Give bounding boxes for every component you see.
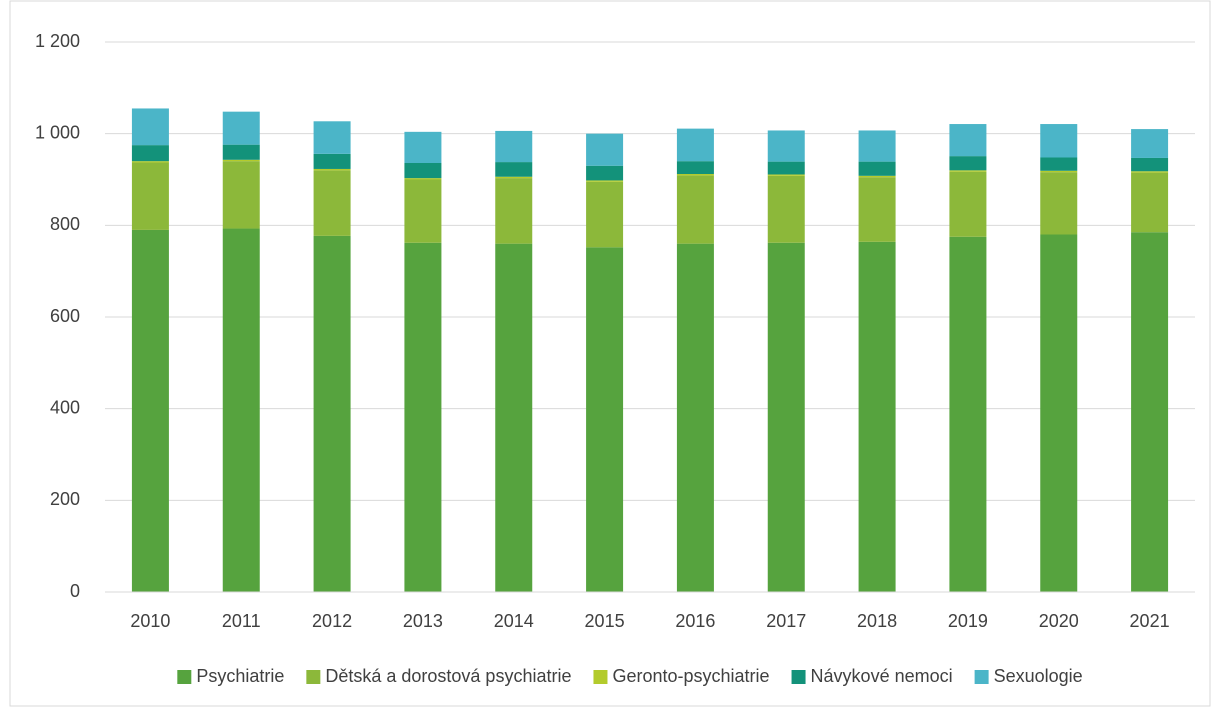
bar-segment	[949, 124, 987, 157]
bar-segment	[1131, 232, 1169, 593]
x-tick-label: 2020	[1039, 611, 1079, 631]
bar-segment	[495, 130, 533, 163]
bar-segment	[404, 178, 442, 180]
y-tick-label: 0	[70, 581, 80, 601]
bar-segment	[495, 162, 533, 177]
legend-swatch	[593, 670, 608, 684]
x-tick-label: 2010	[130, 611, 170, 631]
y-tick-label: 200	[50, 489, 80, 509]
bar-segment	[222, 144, 260, 160]
bar-segment	[1040, 157, 1078, 171]
bar-segment	[131, 161, 169, 163]
bar-segment	[949, 156, 987, 171]
bar-segment	[404, 242, 442, 592]
bar-segment	[1040, 170, 1078, 173]
x-tick-label: 2013	[403, 611, 443, 631]
legend-swatch	[177, 670, 192, 684]
legend-label: Geronto-psychiatrie	[612, 666, 769, 686]
x-tick-label: 2014	[494, 611, 534, 631]
bar-segment	[676, 175, 714, 244]
bar-segment	[131, 145, 169, 162]
x-tick-label: 2017	[766, 611, 806, 631]
bar-segment	[404, 131, 442, 163]
x-tick-label: 2021	[1130, 611, 1170, 631]
bar-segment	[676, 174, 714, 176]
bar-segment	[949, 170, 987, 172]
bar-segment	[131, 108, 169, 146]
y-tick-label: 1 200	[35, 31, 80, 51]
bar-segment	[767, 242, 805, 592]
bar-segment	[949, 171, 987, 237]
bar-segment	[495, 243, 533, 592]
legend-swatch	[974, 670, 989, 684]
bar-segment	[495, 176, 533, 179]
bar-segment	[1131, 171, 1169, 173]
bar-segment	[313, 153, 351, 169]
bar-segment	[858, 177, 896, 242]
bar-segment	[222, 228, 260, 592]
legend-label: Dětská a dorostová psychiatrie	[325, 666, 571, 686]
x-tick-label: 2011	[222, 611, 261, 631]
bar-segment	[131, 162, 169, 230]
bar-segment	[313, 170, 351, 236]
bar-segment	[676, 243, 714, 592]
x-tick-label: 2015	[585, 611, 625, 631]
bar-segment	[1131, 129, 1169, 158]
bar-segment	[767, 130, 805, 162]
bar-segment	[586, 181, 624, 248]
y-tick-label: 600	[50, 306, 80, 326]
bar-segment	[767, 161, 805, 175]
bar-segment	[858, 130, 896, 162]
bar-segment	[676, 128, 714, 162]
legend-label: Sexuologie	[994, 666, 1083, 686]
legend-swatch	[306, 670, 321, 684]
x-tick-label: 2019	[948, 611, 988, 631]
bar-segment	[313, 168, 351, 171]
y-tick-label: 400	[50, 397, 80, 417]
bar-segment	[404, 163, 442, 179]
bar-segment	[222, 111, 260, 145]
y-tick-label: 1 000	[35, 122, 80, 142]
bar-segment	[1040, 124, 1078, 158]
bar-segment	[586, 133, 624, 166]
bar-segment	[313, 121, 351, 154]
bar-segment	[767, 175, 805, 243]
x-tick-label: 2012	[312, 611, 352, 631]
x-tick-label: 2018	[857, 611, 897, 631]
bar-segment	[1131, 172, 1169, 233]
bar-segment	[586, 180, 624, 182]
bar-segment	[222, 161, 260, 229]
bar-segment	[858, 241, 896, 593]
bar-segment	[858, 175, 896, 178]
bar-segment	[949, 236, 987, 592]
bar-segment	[1131, 157, 1169, 172]
bar-segment	[131, 229, 169, 592]
bar-segment	[313, 235, 351, 592]
bar-segment	[222, 159, 260, 162]
bar-segment	[404, 179, 442, 243]
bar-segment	[586, 247, 624, 593]
x-tick-label: 2016	[675, 611, 715, 631]
bar-segment	[676, 161, 714, 174]
bar-segment	[858, 161, 896, 176]
bar-segment	[1040, 172, 1078, 235]
bar-segment	[767, 174, 805, 176]
bar-segment	[1040, 234, 1078, 592]
y-tick-label: 800	[50, 214, 80, 234]
legend-label: Návykové nemoci	[811, 666, 953, 686]
bar-segment	[586, 165, 624, 181]
legend-swatch	[791, 670, 806, 684]
legend-label: Psychiatrie	[196, 666, 284, 686]
bar-segment	[495, 178, 533, 244]
